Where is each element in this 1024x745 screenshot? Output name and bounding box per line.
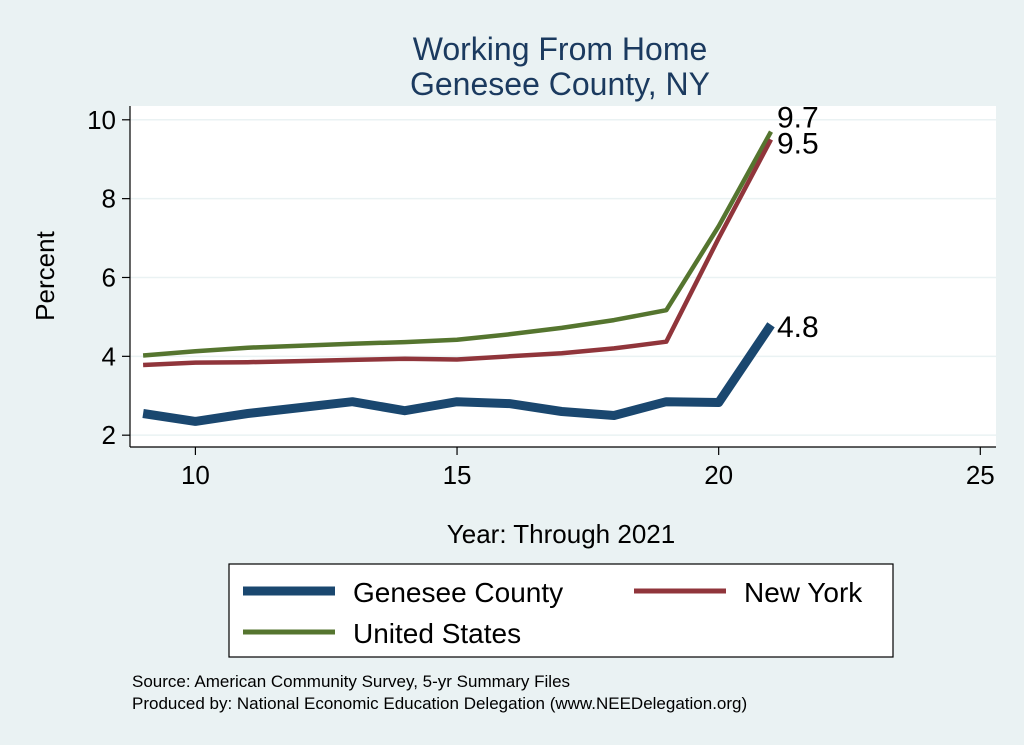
y-tick-label: 8 [102,184,116,214]
chart-title: Working From Home [413,31,708,67]
x-tick-label: 15 [443,460,472,490]
legend-label-new-york: New York [744,577,863,608]
legend-box [228,563,894,658]
x-tick-label: 10 [181,460,210,490]
source-note: Source: American Community Survey, 5-yr … [132,672,570,691]
end-label-new-york: 9.5 [777,128,819,161]
chart-subtitle: Genesee County, NY [410,66,710,102]
y-tick-label: 10 [87,105,116,135]
legend-label-genesee-county: Genesee County [353,577,563,608]
x-axis-label: Year: Through 2021 [447,519,675,549]
end-label-genesee-county: 4.8 [777,311,819,344]
x-axis: 10 15 20 25 [130,446,996,490]
plot-area [130,106,996,447]
legend: Genesee County New York United States [228,563,894,658]
x-tick-label: 25 [966,460,995,490]
y-axis-label: Percent [30,230,60,320]
series-line-genesee-county [142,322,775,426]
legend-label-united-states: United States [353,618,521,649]
series-line-new-york [142,138,773,368]
series-line-united-states [142,130,773,358]
end-label-united-states: 9.7 [777,102,819,135]
y-tick-label: 6 [102,262,116,292]
end-labels: 4.8 9.59.7 [777,102,819,344]
series-lines [142,130,775,426]
y-axis: 2 4 6 8 10 [87,105,131,450]
y-tick-label: 4 [102,341,116,371]
x-tick-label: 20 [704,460,733,490]
produced-note: Produced by: National Economic Education… [132,694,747,713]
y-tick-label: 2 [102,420,116,450]
grid-lines [130,119,996,436]
